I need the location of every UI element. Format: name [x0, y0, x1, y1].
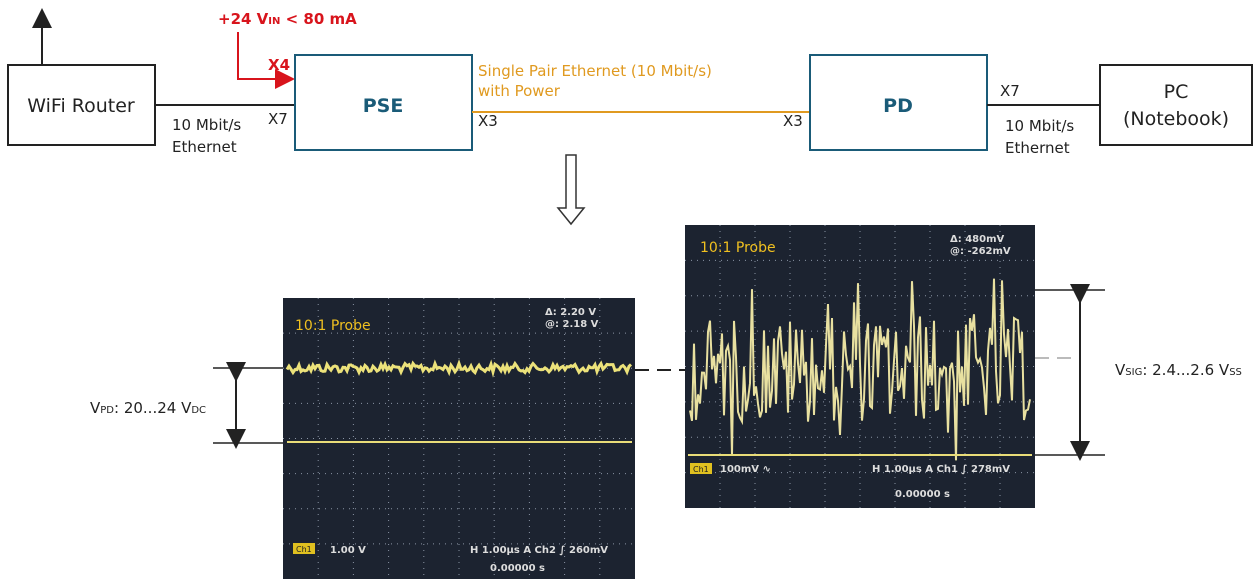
scope-readout: @: -262mV: [950, 246, 1011, 257]
port-label: X7: [1000, 82, 1020, 100]
text: +24 V: [218, 10, 269, 28]
scope-readout: 100mV ∿: [720, 464, 771, 475]
scope-2: 10:1 Probe Δ: 480mV @: -262mV Ch1 100mV …: [685, 225, 1035, 508]
scope-readout: @: 2.18 V: [545, 319, 599, 330]
subscript: SIG: [1125, 367, 1142, 378]
link-label: 10 Mbit/s: [172, 116, 241, 134]
diagram: WiFi Router 10 Mbit/s Ethernet X7 +24 VI…: [0, 0, 1258, 579]
text: < 80 mA: [280, 10, 357, 28]
port-label: X7: [268, 110, 288, 128]
text: : 2.4...2.6 V: [1142, 361, 1230, 379]
link-label: Ethernet: [172, 138, 237, 156]
channel-label: Ch1: [296, 545, 312, 554]
node-label: (Notebook): [1123, 108, 1229, 130]
port-label: X3: [478, 112, 498, 130]
node-label: WiFi Router: [27, 95, 135, 117]
subscript: SS: [1229, 367, 1242, 378]
subscript: IN: [268, 16, 280, 27]
scope-readout: 0.00000 s: [490, 563, 545, 574]
scope-readout: Δ: 2.20 V: [545, 307, 596, 318]
scope-readout: 0.00000 s: [895, 489, 950, 500]
port-label: X3: [783, 112, 803, 130]
scope-readout: H 1.00µs A Ch1 ∫ 278mV: [872, 464, 1010, 475]
channel-label: Ch1: [693, 465, 709, 474]
link-label: 10 Mbit/s: [1005, 117, 1074, 135]
node-label: PC: [1164, 81, 1189, 103]
subscript: PD: [100, 405, 114, 416]
probe-label: 10:1 Probe: [700, 240, 776, 256]
probe-label: 10:1 Probe: [295, 318, 371, 334]
node-label: PD: [883, 95, 913, 117]
node-label: PSE: [363, 95, 404, 117]
scope-1: 10:1 Probe Δ: 2.20 V @: 2.18 V Ch1 1.00 …: [283, 298, 635, 579]
supply-label: +24 VIN < 80 mA: [218, 10, 357, 28]
link-label: Single Pair Ethernet (10 Mbit/s): [478, 62, 712, 80]
scope-readout: Δ: 480mV: [950, 234, 1005, 245]
vpd-label: VPD: 20...24 VDC: [90, 399, 206, 417]
link-label: with Power: [478, 82, 561, 100]
pc-box: [1100, 65, 1252, 145]
link-label: Ethernet: [1005, 139, 1070, 157]
subscript: DC: [191, 405, 206, 416]
text: : 20...24 V: [114, 399, 192, 417]
down-arrow: [558, 155, 584, 224]
scope-readout: H 1.00µs A Ch2 ∫ 260mV: [470, 545, 608, 556]
scope-readout: 1.00 V: [330, 545, 366, 556]
port-label: X4: [268, 56, 290, 74]
vsig-label: VSIG: 2.4...2.6 VSS: [1115, 361, 1242, 379]
